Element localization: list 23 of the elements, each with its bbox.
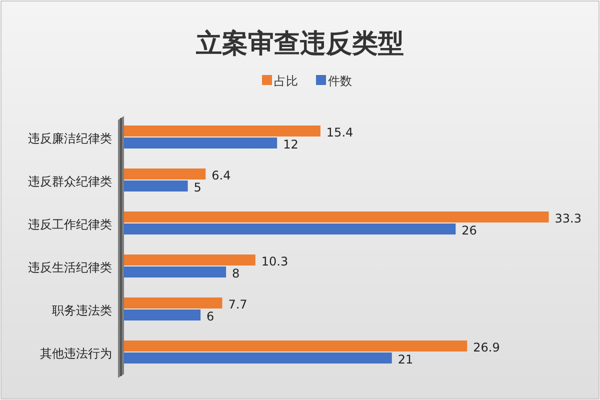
legend-item: 件数 [316,74,352,88]
data-label: 26 [462,224,477,238]
y-tick-label: 职务违法类 [52,304,112,318]
data-label: 15.4 [326,126,354,140]
data-label: 6.4 [212,168,231,182]
data-label: 10.3 [261,254,288,268]
data-label: 26.9 [473,340,500,354]
chart-title: 立案审查违反类型 [195,29,404,59]
y-tick-label: 违反群众纪律类 [28,174,112,188]
data-label: 8 [232,266,240,280]
y-tick-label: 其他违法行为 [40,346,112,360]
y-tick-label: 违反廉洁纪律类 [28,132,112,146]
y-tick-label: 违反生活纪律类 [28,260,112,274]
data-label: 7.7 [228,298,248,312]
legend-item: 占比 [262,74,298,88]
legend-label: 件数 [328,74,352,88]
y-tick-label: 违反工作纪律类 [28,218,112,232]
data-label: 5 [194,180,202,194]
legend-label: 占比 [274,74,298,88]
data-label: 6 [206,310,214,324]
data-label: 33.3 [554,212,582,226]
data-label: 12 [283,138,298,152]
data-label: 21 [398,352,414,366]
